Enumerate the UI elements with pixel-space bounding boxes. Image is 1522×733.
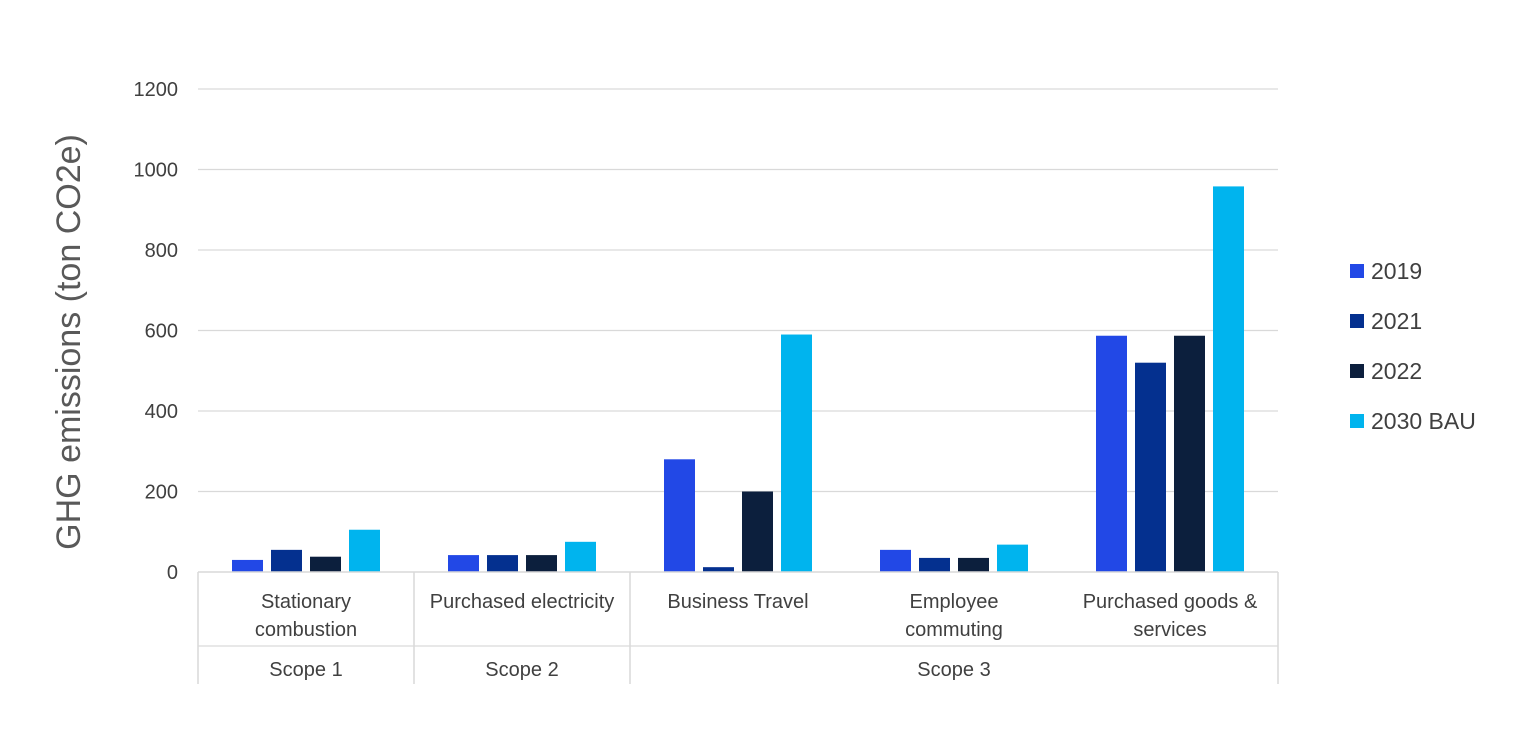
bar-2030-bau <box>997 544 1028 572</box>
category-label: Stationary <box>261 591 351 613</box>
scope-group-label: Scope 1 <box>269 659 342 681</box>
legend-label: 2030 BAU <box>1371 408 1476 434</box>
bar-2022 <box>1174 335 1205 572</box>
category-label: Purchased goods & <box>1083 591 1258 613</box>
bar-2030-bau <box>781 334 812 572</box>
bar-2030-bau <box>349 529 380 572</box>
bar-2022 <box>742 491 773 572</box>
y-tick-label: 1000 <box>134 160 179 182</box>
legend-swatch <box>1350 364 1364 378</box>
x-axis: Stationary combustion Purchased electricit… <box>197 571 1279 684</box>
bar-2022 <box>526 555 557 572</box>
y-tick-label: 1200 <box>134 79 179 101</box>
y-axis-label: GHG emissions (ton CO2e) <box>50 134 88 550</box>
scope-group-label: Scope 3 <box>917 659 990 681</box>
y-axis-ticks: 0 200 400 600 800 1000 1200 <box>134 79 179 584</box>
legend-swatch <box>1350 264 1364 278</box>
y-tick-label: 400 <box>145 401 178 423</box>
scope-group-label: Scope 2 <box>485 659 558 681</box>
bar-2022 <box>310 556 341 572</box>
y-tick-label: 0 <box>167 562 178 584</box>
bar-2021 <box>919 557 950 572</box>
legend: 2019 2021 2022 2030 BAU <box>1350 258 1476 434</box>
legend-swatch <box>1350 414 1364 428</box>
bar-2019 <box>664 459 695 572</box>
bars <box>232 186 1244 572</box>
bar-2021 <box>1135 362 1166 572</box>
bar-2021 <box>487 555 518 572</box>
y-tick-label: 200 <box>145 482 178 504</box>
category-label: commuting <box>905 619 1003 641</box>
legend-label: 2022 <box>1371 358 1422 384</box>
category-label: Employee <box>910 591 999 613</box>
bar-2019 <box>448 555 479 572</box>
bar-2019 <box>232 559 263 572</box>
category-label: Business Travel <box>667 591 808 613</box>
y-tick-label: 600 <box>145 321 178 343</box>
category-label: Purchased electricity <box>430 591 615 613</box>
bar-2030-bau <box>1213 186 1244 572</box>
y-tick-label: 800 <box>145 240 178 262</box>
bar-2019 <box>880 549 911 572</box>
bar-2021 <box>271 549 302 572</box>
legend-swatch <box>1350 314 1364 328</box>
category-label: services <box>1133 619 1206 641</box>
category-label: combustion <box>255 619 357 641</box>
bar-2022 <box>958 557 989 572</box>
legend-label: 2019 <box>1371 258 1422 284</box>
legend-label: 2021 <box>1371 308 1422 334</box>
bar-2021 <box>703 567 734 572</box>
bar-2019 <box>1096 335 1127 572</box>
bar-2030-bau <box>565 541 596 572</box>
